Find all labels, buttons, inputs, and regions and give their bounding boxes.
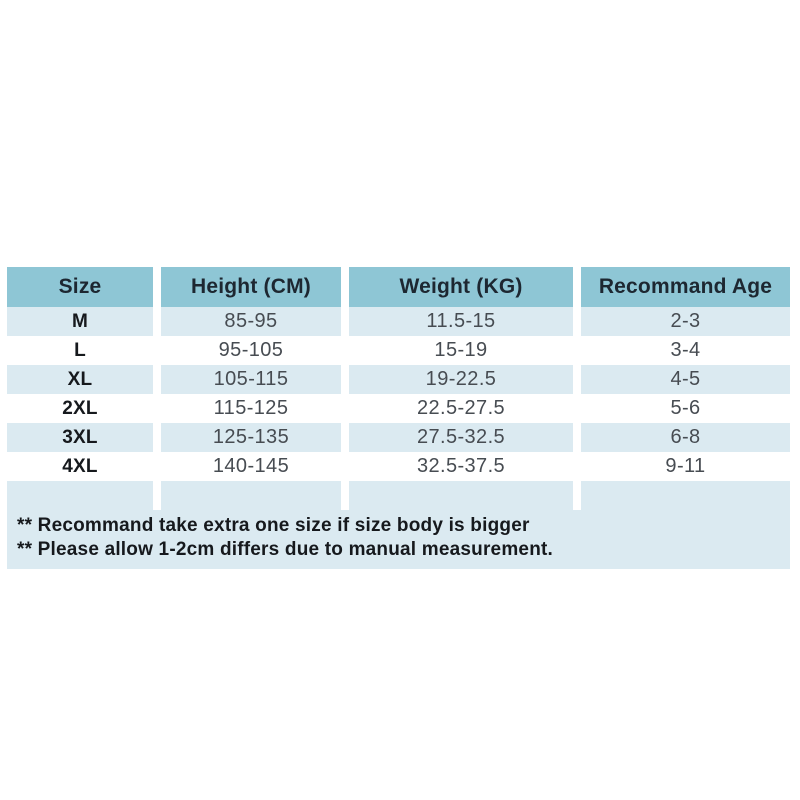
column-header-age: Recommand Age [581,267,790,307]
table-cell-age: 3-4 [581,336,790,365]
column-header-size: Size [7,267,153,307]
spacer-cell [581,481,790,510]
table-cell-size: L [7,336,153,365]
table-cell-size: 2XL [7,394,153,423]
table-cell-age: 2-3 [581,307,790,336]
table-cell-weight: 22.5-27.5 [349,394,573,423]
size-chart: Size Height (CM) Weight (KG) Recommand A… [7,267,790,569]
table-cell-height: 105-115 [161,365,341,394]
table-cell-height: 125-135 [161,423,341,452]
table-cell-height: 95-105 [161,336,341,365]
table-cell-weight: 15-19 [349,336,573,365]
table-cell-age: 4-5 [581,365,790,394]
spacer-cell [161,481,341,510]
table-cell-weight: 11.5-15 [349,307,573,336]
size-chart-grid: Size Height (CM) Weight (KG) Recommand A… [7,267,790,510]
column-header-height: Height (CM) [161,267,341,307]
table-cell-height: 140-145 [161,452,341,481]
table-cell-age: 5-6 [581,394,790,423]
table-cell-size: XL [7,365,153,394]
footnote-measurement-advice: ** Please allow 1-2cm differs due to man… [17,539,554,560]
table-cell-size: 3XL [7,423,153,452]
footnotes: ** Recommand take extra one size if size… [7,510,790,569]
footnote-size-advice: ** Recommand take extra one size if size… [17,515,530,536]
table-cell-weight: 19-22.5 [349,365,573,394]
table-cell-size: 4XL [7,452,153,481]
table-cell-height: 85-95 [161,307,341,336]
table-cell-age: 6-8 [581,423,790,452]
spacer-cell [7,481,153,510]
table-cell-size: M [7,307,153,336]
table-cell-age: 9-11 [581,452,790,481]
column-header-weight: Weight (KG) [349,267,573,307]
table-cell-height: 115-125 [161,394,341,423]
table-cell-weight: 27.5-32.5 [349,423,573,452]
spacer-cell [349,481,573,510]
table-cell-weight: 32.5-37.5 [349,452,573,481]
